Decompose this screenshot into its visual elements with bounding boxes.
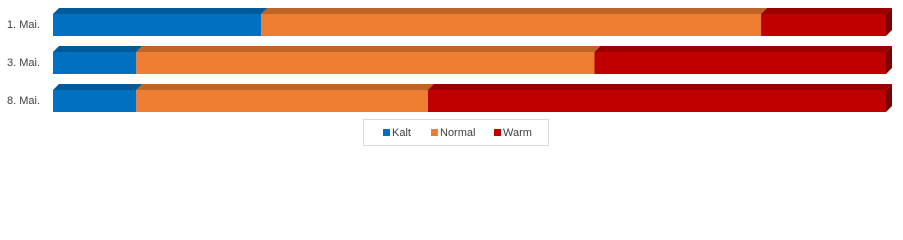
bar-top: [53, 8, 268, 14]
bar-front: [53, 52, 137, 74]
bar-front: [53, 90, 137, 112]
bar-side: [886, 8, 892, 36]
bar-segment: [53, 84, 143, 112]
legend-swatch: [431, 129, 438, 136]
bar-front: [761, 14, 886, 36]
legend-label: Warm: [503, 127, 532, 139]
y-tick-label: 3. Mai.: [7, 57, 40, 69]
bar-top: [261, 8, 768, 14]
bar-front: [594, 52, 886, 74]
y-tick-label: 1. Mai.: [7, 19, 40, 31]
bar-segment: [136, 84, 434, 112]
y-tick-label: 8. Mai.: [7, 95, 40, 107]
bar-top: [427, 84, 892, 90]
bar-segment: [53, 46, 143, 74]
bar-side: [886, 84, 892, 112]
bar-segment: [594, 46, 892, 74]
bar-top: [136, 84, 434, 90]
legend-swatch: [494, 129, 501, 136]
bar-segment: [761, 8, 892, 36]
bar-top: [136, 46, 601, 52]
legend-swatch: [383, 129, 390, 136]
bar-front: [53, 14, 262, 36]
bar-top: [761, 8, 892, 14]
bar-top: [594, 46, 892, 52]
bar-segment: [53, 8, 268, 36]
bar-top: [53, 84, 143, 90]
bar-front: [427, 90, 886, 112]
legend-box: [363, 119, 549, 146]
legend-label: Normal: [440, 127, 475, 139]
bar-side: [886, 46, 892, 74]
bar-segment: [427, 84, 892, 112]
chart: 1. Mai. 3. Mai. 8. Mai. Kalt Normal Warm: [7, 8, 892, 146]
legend-label: Kalt: [392, 127, 411, 139]
bar-front: [136, 90, 428, 112]
bar-segment: [136, 46, 601, 74]
bar-front: [261, 14, 762, 36]
bar-segment: [261, 8, 768, 36]
bar-top: [53, 46, 143, 52]
bar-front: [136, 52, 595, 74]
